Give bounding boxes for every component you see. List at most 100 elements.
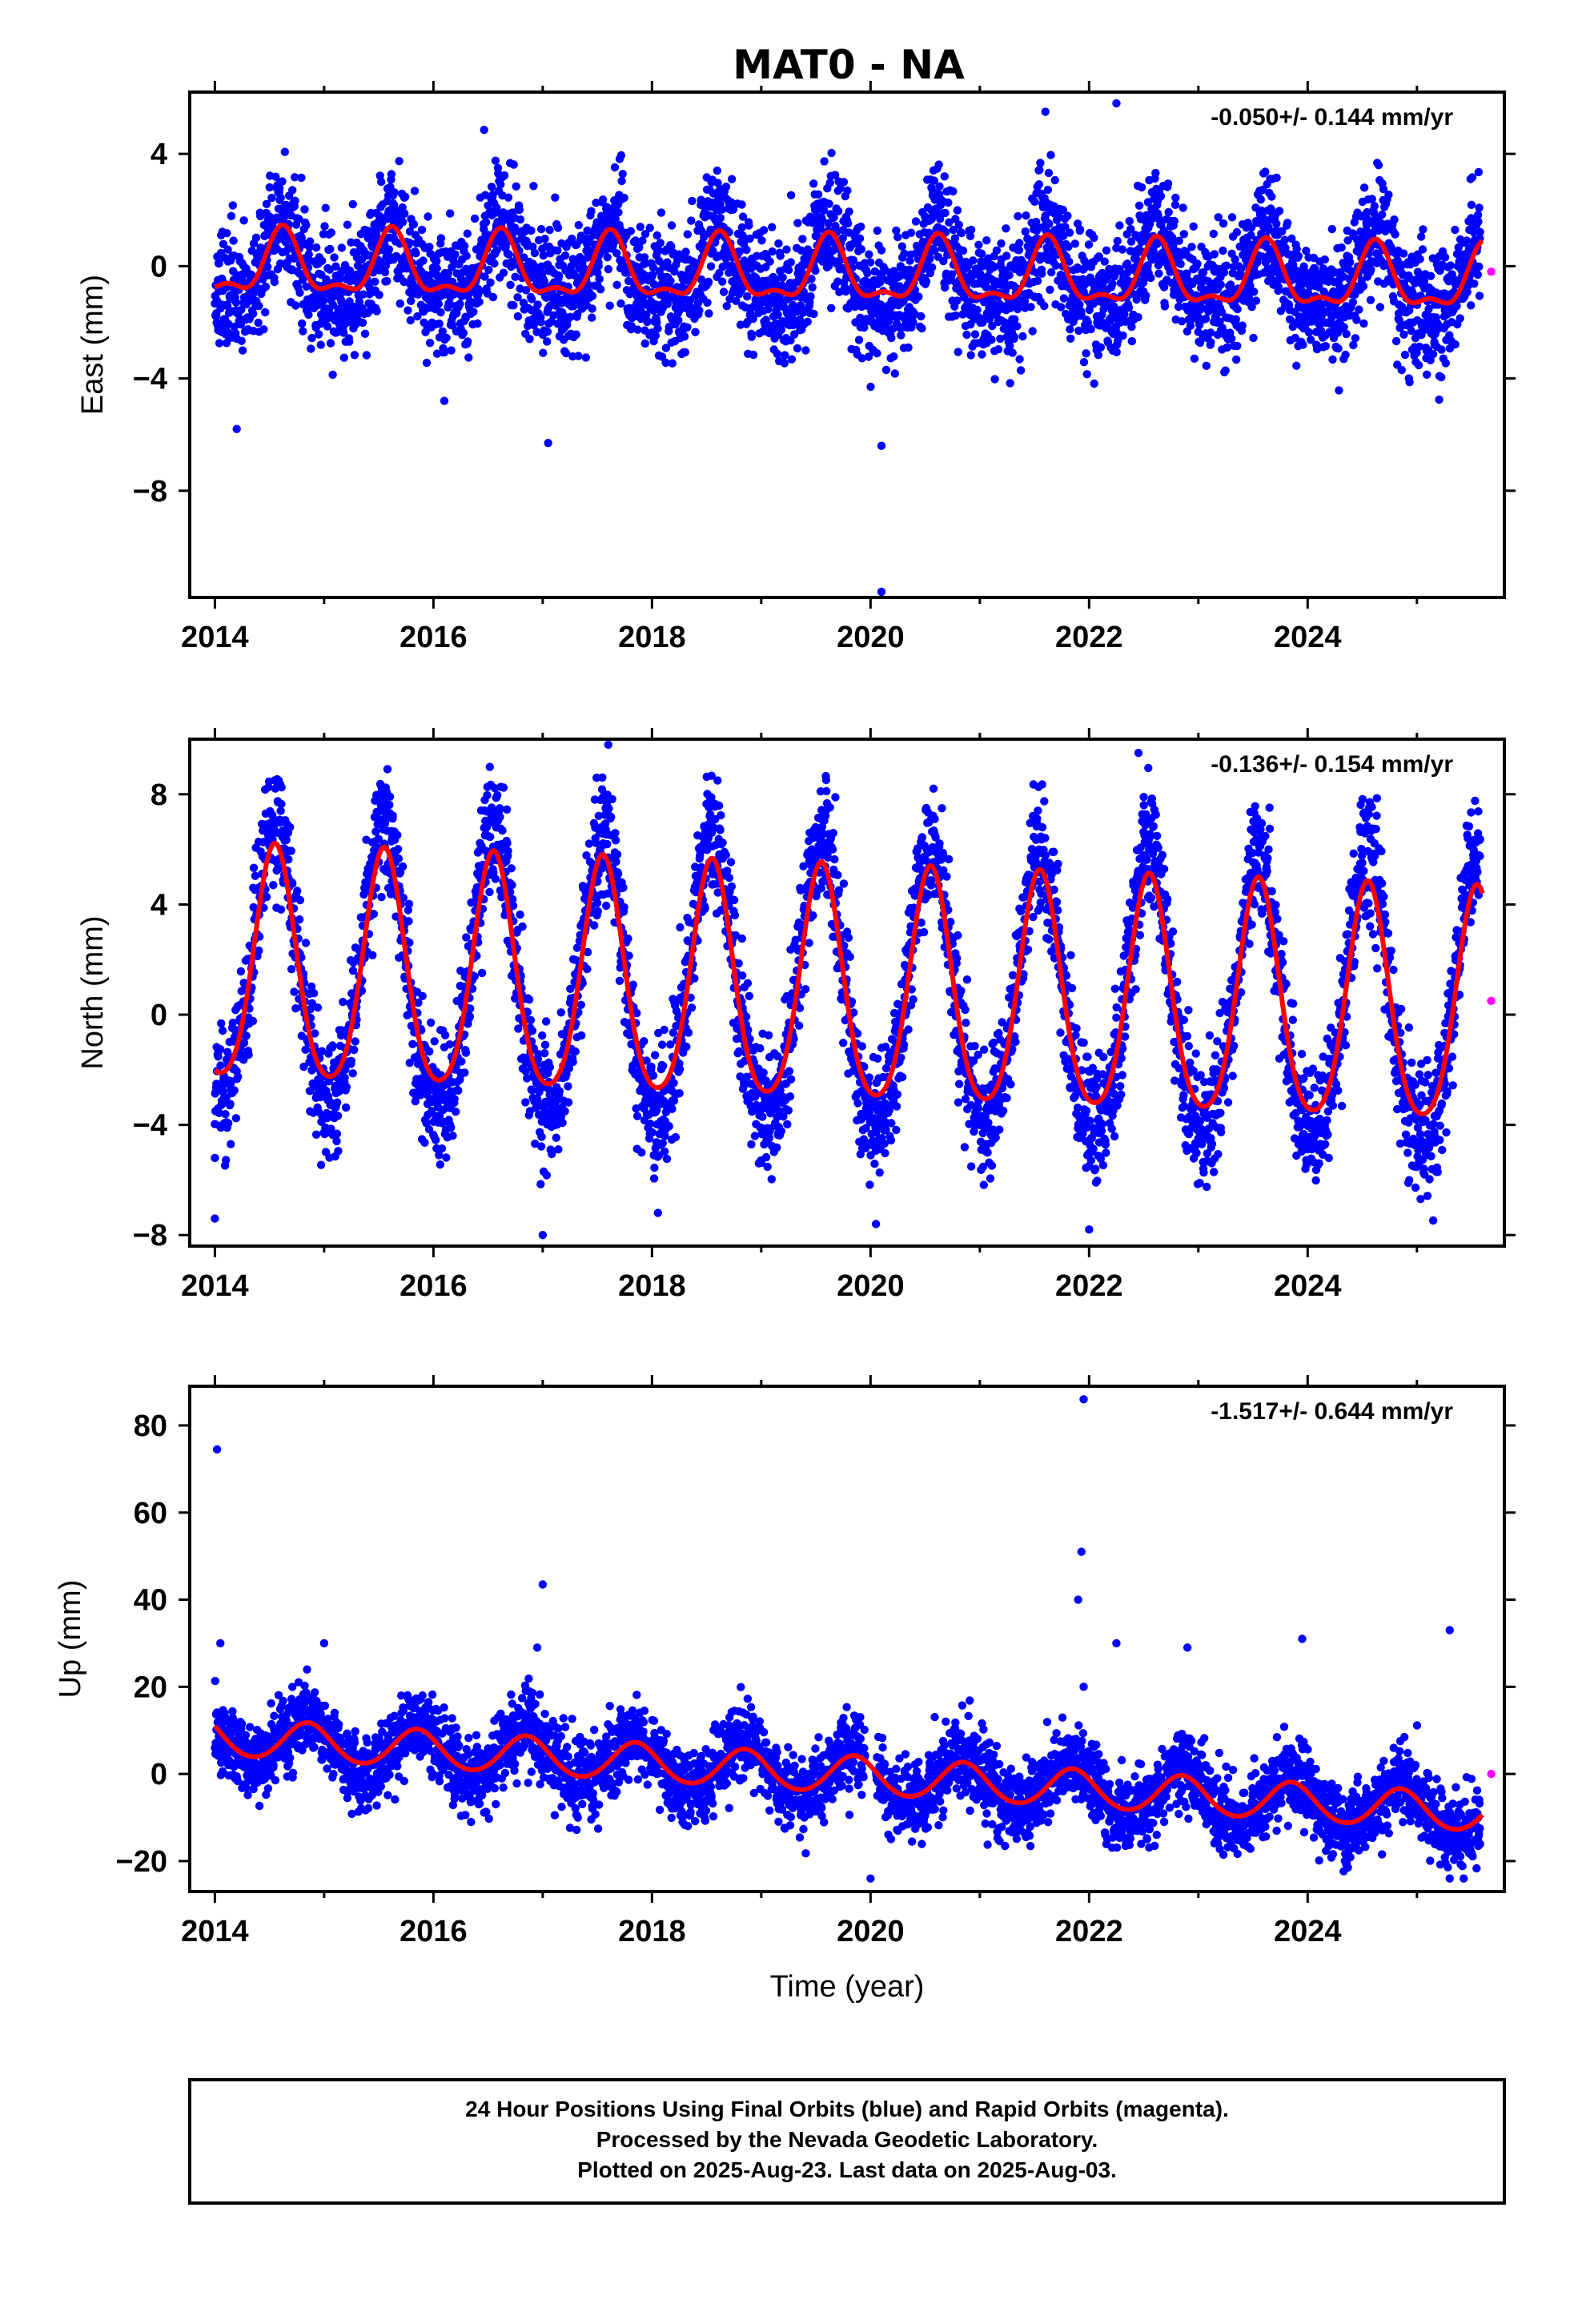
data-point (339, 997, 347, 1007)
data-point (568, 234, 576, 243)
data-point (513, 312, 523, 321)
data-point (727, 175, 737, 183)
data-point (889, 352, 898, 361)
data-point (992, 246, 1002, 255)
data-point (1359, 282, 1368, 291)
data-point (1137, 183, 1146, 192)
data-point (291, 196, 299, 205)
data-point (982, 283, 991, 292)
data-point (1010, 332, 1019, 341)
data-point (958, 246, 968, 255)
data-point (543, 328, 552, 336)
data-point (1112, 348, 1121, 356)
data-point (706, 262, 716, 271)
data-point (321, 203, 330, 212)
data-point (605, 301, 614, 310)
data-point (326, 339, 335, 348)
data-point (1016, 366, 1026, 375)
data-point (302, 220, 311, 230)
data-point (973, 305, 982, 315)
data-point (470, 214, 480, 223)
data-point (536, 318, 545, 327)
data-point (881, 365, 891, 375)
data-point (527, 226, 536, 235)
data-point (417, 225, 427, 235)
data-point (323, 322, 332, 331)
data-point (768, 223, 777, 231)
data-point (773, 349, 782, 359)
data-point (603, 253, 612, 262)
data-point (954, 220, 964, 229)
data-point (215, 1044, 225, 1054)
data-point (311, 1130, 321, 1140)
x-tick-label: 2024 (1274, 621, 1342, 654)
data-point (594, 261, 603, 271)
data-point (893, 232, 902, 242)
data-point (394, 854, 403, 863)
data-point (259, 325, 268, 334)
data-point (1151, 168, 1160, 178)
data-point (1299, 340, 1307, 349)
data-point (1125, 216, 1134, 226)
data-point (543, 337, 552, 346)
data-point (1127, 336, 1137, 346)
data-point (227, 211, 236, 220)
data-point (616, 299, 625, 308)
data-point (1232, 227, 1242, 237)
data-point (504, 250, 513, 259)
data-point (1292, 361, 1301, 370)
x-tick-label: 2016 (400, 621, 468, 654)
data-point (456, 300, 464, 308)
data-point (554, 271, 564, 280)
data-point (516, 215, 525, 224)
data-point (460, 241, 469, 251)
data-point (350, 1045, 359, 1055)
data-point (705, 309, 713, 318)
data-point (845, 207, 853, 216)
data-point (404, 917, 413, 926)
data-point (667, 221, 677, 230)
data-point (332, 1129, 342, 1138)
data-point (990, 375, 999, 384)
data-point (432, 264, 441, 273)
data-point (1115, 221, 1124, 230)
data-point (1113, 236, 1122, 246)
data-point (217, 1019, 226, 1028)
data-point (1391, 336, 1401, 346)
data-point (326, 244, 335, 254)
data-point (1428, 350, 1438, 359)
data-point (1352, 316, 1361, 324)
data-point (1280, 235, 1289, 244)
data-point (481, 218, 491, 227)
data-point (230, 1086, 239, 1095)
data-point (334, 1147, 343, 1156)
data-point (793, 344, 802, 353)
data-point (674, 316, 683, 325)
outlier-point (544, 438, 552, 448)
data-point (1222, 261, 1231, 270)
data-point (1456, 314, 1464, 323)
data-point (328, 370, 337, 380)
data-point (572, 330, 580, 339)
data-point (1134, 201, 1144, 210)
data-point (834, 207, 843, 215)
chart-title: MAT0 - NA (733, 42, 965, 88)
data-point (442, 333, 451, 342)
data-point (1275, 207, 1284, 215)
data-point (302, 282, 311, 291)
outlier-point (1041, 107, 1050, 116)
data-point (866, 382, 875, 392)
data-point (343, 220, 352, 229)
data-point (768, 247, 777, 256)
data-point (295, 288, 304, 297)
data-point (1418, 245, 1427, 254)
data-point (377, 177, 386, 187)
data-point (827, 304, 836, 312)
data-point (438, 327, 447, 336)
data-point (787, 355, 797, 364)
data-point (954, 348, 962, 356)
y-tick-label: 0 (151, 250, 167, 283)
y-tick-label: −8 (133, 475, 167, 509)
data-point (319, 296, 328, 305)
